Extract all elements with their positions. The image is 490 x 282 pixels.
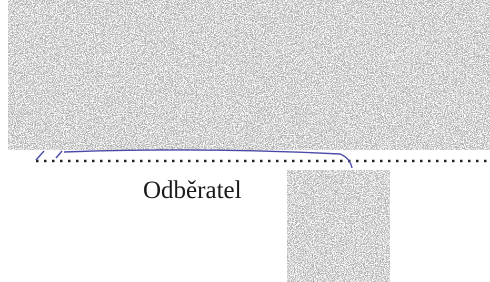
document-scan: Odběratel bbox=[0, 0, 490, 282]
page: Odběratel (() => { const data = JSON.par… bbox=[0, 0, 490, 282]
redacted-area bbox=[8, 0, 490, 150]
pen-stroke bbox=[36, 150, 352, 168]
redacted-stamp bbox=[287, 170, 390, 282]
label: Odběratel bbox=[143, 177, 242, 204]
